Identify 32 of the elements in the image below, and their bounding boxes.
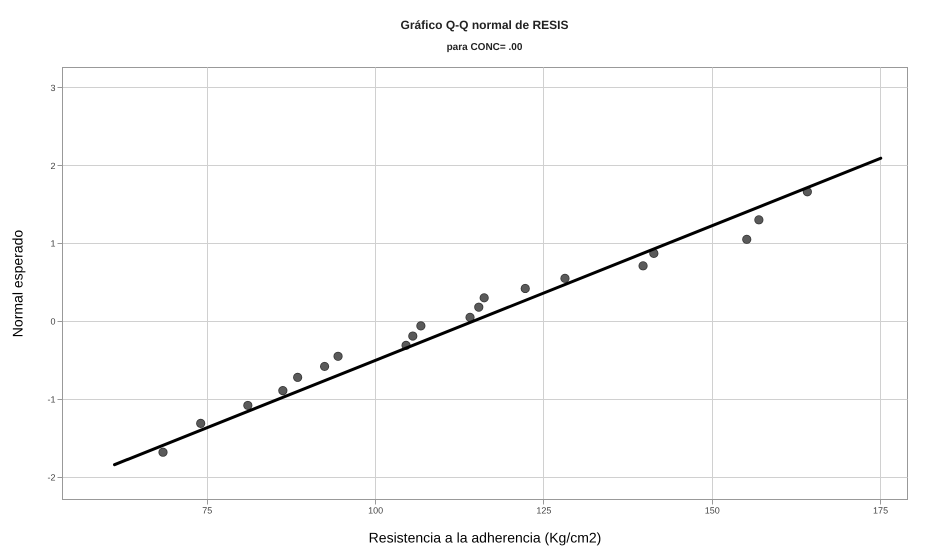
y-axis-title: Normal esperado	[10, 230, 26, 338]
point	[742, 234, 752, 244]
point	[560, 274, 570, 283]
point	[278, 386, 288, 396]
point	[520, 284, 530, 294]
y-tick-label: 3	[50, 82, 56, 93]
chart-title: Gráfico Q-Q normal de RESIS	[400, 18, 569, 32]
x-tick-label: 75	[202, 506, 212, 516]
chart-subtitle: para CONC= .00	[446, 42, 523, 53]
point	[474, 302, 484, 312]
point	[408, 331, 418, 341]
y-tick-label: 0	[50, 316, 56, 327]
x-tick-label: 150	[704, 506, 720, 516]
x-tick-label: 175	[873, 506, 888, 516]
x-tick-label: 100	[368, 506, 384, 516]
point	[158, 448, 168, 457]
point	[243, 400, 252, 410]
point	[333, 352, 343, 361]
point	[196, 418, 206, 428]
y-tick-label: -2	[47, 472, 56, 483]
point	[480, 293, 489, 302]
point	[638, 261, 648, 270]
point	[320, 362, 330, 372]
point	[416, 321, 426, 330]
x-axis-title: Resistencia a la adherencia (Kg/cm2)	[368, 530, 602, 546]
y-tick-label: 1	[50, 238, 56, 249]
y-tick-label: 2	[50, 160, 56, 171]
point	[754, 215, 764, 224]
point	[293, 372, 302, 382]
point	[465, 312, 475, 322]
y-tick-label: -1	[47, 394, 56, 405]
x-tick-label: 125	[536, 506, 552, 516]
